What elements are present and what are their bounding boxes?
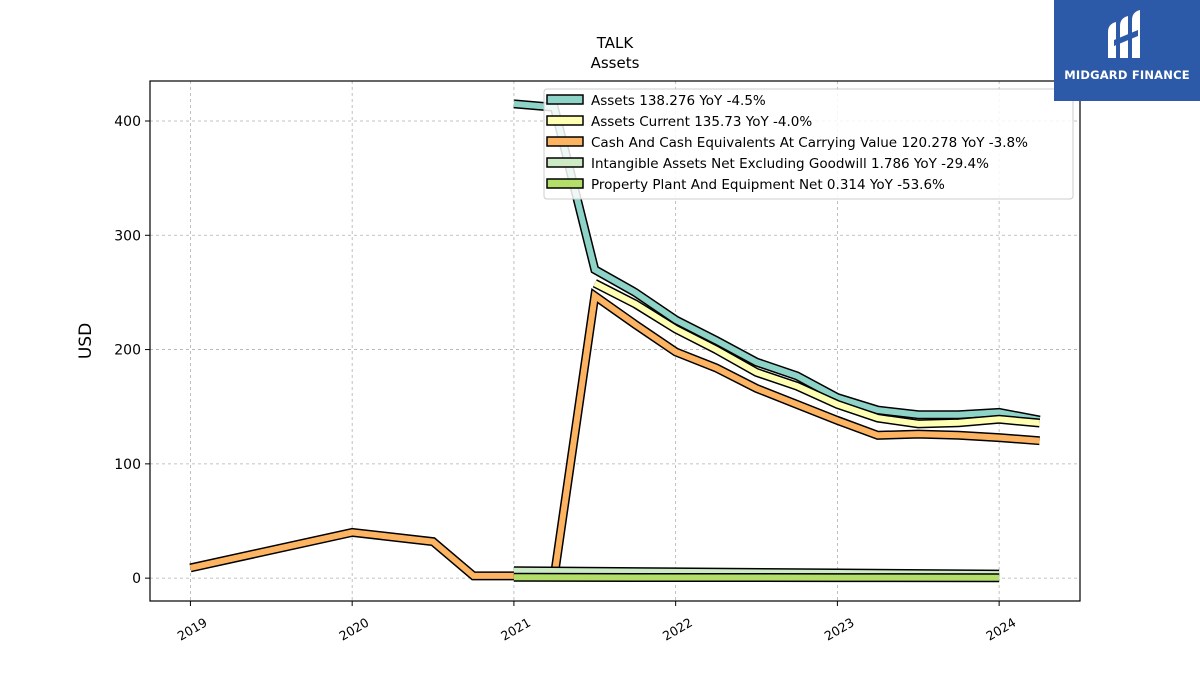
y-tick-label: 200 xyxy=(114,343,141,359)
legend-swatch xyxy=(546,115,584,126)
series-line xyxy=(189,290,1040,579)
series-line-outline xyxy=(592,279,1041,429)
legend-label: Property Plant And Equipment Net 0.314 Y… xyxy=(591,177,945,193)
x-tick-label: 2023 xyxy=(822,615,857,644)
legend-swatch xyxy=(546,178,584,189)
chart-title: TALK xyxy=(596,34,635,52)
y-tick-label: 100 xyxy=(114,457,141,473)
legend-label: Cash And Cash Equivalents At Carrying Va… xyxy=(591,135,1028,151)
brand-logo: MIDGARD FINANCE xyxy=(1054,0,1200,101)
y-tick-label: 0 xyxy=(132,571,141,587)
y-tick-label: 400 xyxy=(114,114,141,130)
x-tick-label: 2022 xyxy=(660,615,695,644)
legend-swatch xyxy=(546,94,584,105)
x-tick-label: 2021 xyxy=(498,615,533,644)
brand-name: MIDGARD FINANCE xyxy=(1064,68,1190,82)
chart-subtitle: Assets xyxy=(591,54,640,72)
y-axis-label: USD xyxy=(76,323,96,359)
y-tick-label: 300 xyxy=(114,228,141,244)
x-tick-label: 2019 xyxy=(175,615,210,644)
series-line xyxy=(513,574,1000,581)
x-tick-label: 2024 xyxy=(983,615,1018,644)
legend-label: Assets 138.276 YoY -4.5% xyxy=(591,93,766,109)
series-line xyxy=(593,280,1040,427)
series-layer xyxy=(189,99,1041,583)
series-line xyxy=(513,100,1041,424)
legend-swatch xyxy=(546,136,584,147)
legend-label: Assets Current 135.73 YoY -4.0% xyxy=(591,114,812,130)
x-tick-label: 2020 xyxy=(336,615,371,644)
plot-frame xyxy=(149,80,1081,602)
legend-swatch xyxy=(546,157,584,168)
legend: Assets 138.276 YoY -4.5% Assets Current 1… xyxy=(543,88,1074,200)
legend-label: Intangible Assets Net Excluding Goodwill… xyxy=(591,156,989,172)
brand-mark-icon xyxy=(1108,10,1140,58)
legend-box xyxy=(543,88,1074,200)
